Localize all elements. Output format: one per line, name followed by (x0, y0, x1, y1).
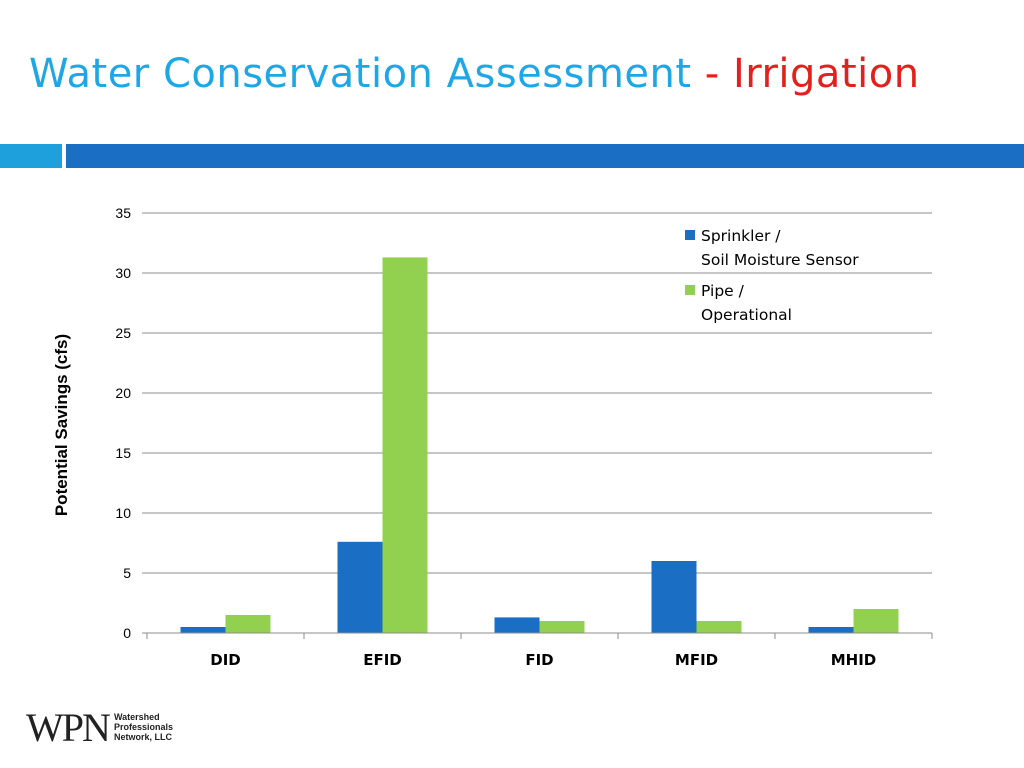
logo-line-1: Watershed (114, 712, 160, 722)
bar-did-sprinkler (180, 627, 226, 633)
bar-mhid-sprinkler (808, 627, 854, 633)
x-category-label: MFID (675, 651, 718, 669)
x-category-label: EFID (363, 651, 402, 669)
chart-gridlines (147, 212, 932, 574)
x-axis-categories: DID EFID FID MFID MHID (210, 651, 876, 669)
y-tick-label: 15 (115, 445, 131, 461)
legend-label-pipe: Pipe / Operational (701, 282, 792, 324)
x-category-label: MHID (831, 651, 877, 669)
legend-swatch-pipe (685, 285, 695, 295)
bar-did-pipe (225, 615, 271, 633)
bar-mfid-pipe (696, 621, 742, 633)
legend-label-sprinkler: Sprinkler / Soil Moisture Sensor (701, 227, 859, 269)
y-tick-label: 30 (115, 265, 131, 281)
bar-fid-pipe (539, 621, 585, 633)
logo-line-2: Professionals (114, 722, 174, 732)
x-axis-tick-marks (146, 633, 933, 639)
bar-efid-sprinkler (337, 541, 383, 633)
y-tick-label: 25 (115, 325, 131, 341)
legend-line: Sprinkler / (701, 227, 781, 245)
y-axis-label: Potential Savings (cfs) (52, 334, 71, 516)
bar-fid-sprinkler (494, 617, 540, 633)
logo-mark: WPN (26, 705, 111, 750)
legend-line: Pipe / (701, 282, 745, 300)
x-category-label: DID (210, 651, 240, 669)
bar-mfid-sprinkler (651, 561, 697, 633)
logo-wordmark: Watershed Professionals Network, LLC (114, 712, 173, 742)
legend-swatch-sprinkler (685, 230, 695, 240)
y-tick-label: 20 (115, 385, 131, 401)
legend-line: Soil Moisture Sensor (701, 251, 859, 269)
accent-bar-right (66, 144, 1024, 168)
y-tick-label: 0 (123, 625, 131, 641)
bar-mhid-pipe (853, 609, 899, 633)
slide-title-main: Water Conservation Assessment (29, 51, 692, 97)
wpn-logo: WPN Watershed Professionals Network, LLC (26, 706, 186, 752)
slide-title: Water Conservation Assessment - Irrigati… (29, 44, 920, 104)
slide-title-sub: - Irrigation (704, 51, 920, 97)
x-category-label: FID (525, 651, 553, 669)
bar-chart: 0 5 10 15 20 25 30 35 DID EFID FID MFID MHID Potent… (52, 205, 933, 669)
y-tick-label: 35 (115, 205, 131, 221)
logo-line-3: Network, LLC (114, 732, 173, 742)
chart-legend: Sprinkler / Soil Moisture Sensor Pipe / Ope… (685, 227, 859, 324)
y-tick-label: 5 (123, 565, 131, 581)
y-axis-ticks: 0 5 10 15 20 25 30 35 (115, 205, 147, 641)
bar-efid-pipe (382, 257, 428, 633)
y-tick-label: 10 (115, 505, 131, 521)
chart-bars (180, 257, 899, 633)
legend-line: Operational (701, 306, 792, 324)
accent-bar-left (0, 144, 62, 168)
